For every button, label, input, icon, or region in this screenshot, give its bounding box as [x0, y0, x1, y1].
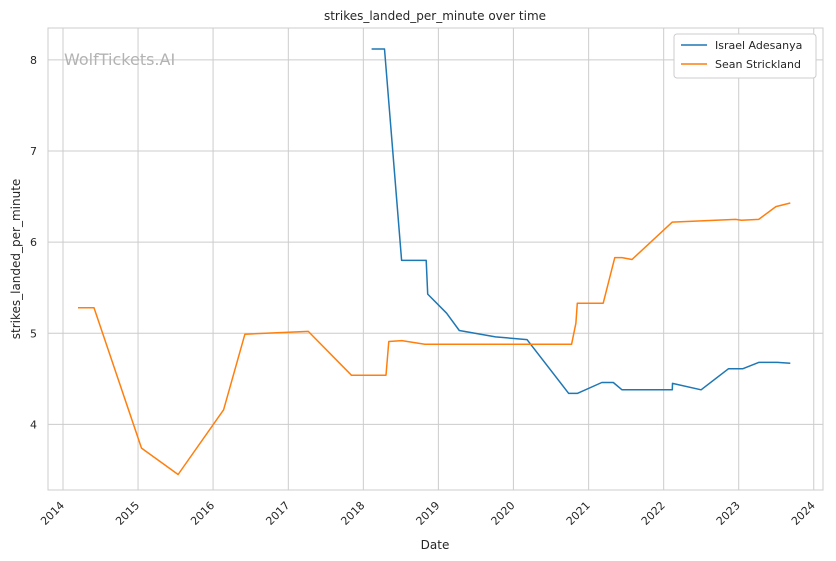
x-tick-label: 2019 — [414, 499, 443, 528]
chart-title: strikes_landed_per_minute over time — [324, 9, 546, 23]
legend-label-israel-adesanya: Israel Adesanya — [715, 39, 802, 52]
y-axis-ticks: 4 5 6 7 8 — [30, 54, 37, 431]
x-tick-label: 2024 — [789, 499, 818, 528]
x-tick-label: 2021 — [564, 499, 593, 528]
legend-label-sean-strickland: Sean Strickland — [715, 58, 801, 71]
x-tick-label: 2020 — [489, 499, 518, 528]
y-tick-label: 8 — [30, 54, 37, 67]
legend-box — [673, 33, 817, 79]
x-tick-label: 2023 — [714, 499, 743, 528]
series-layer — [78, 48, 791, 476]
x-tick-label: 2015 — [113, 499, 142, 528]
series-line-sean-strickland — [78, 202, 791, 476]
y-tick-label: 4 — [30, 418, 37, 431]
x-tick-label: 2014 — [38, 499, 67, 528]
x-tick-label: 2022 — [639, 499, 668, 528]
watermark-text: WolfTickets.AI — [64, 50, 175, 69]
x-axis-title: Date — [421, 538, 450, 552]
y-axis-title: strikes_landed_per_minute — [9, 179, 23, 340]
x-tick-label: 2018 — [338, 499, 367, 528]
y-tick-label: 5 — [30, 327, 37, 340]
x-tick-label: 2017 — [263, 499, 292, 528]
x-axis-ticks: 2014 2015 2016 2017 2018 2019 2020 2021 2022 2023… — [38, 499, 818, 528]
y-tick-label: 7 — [30, 145, 37, 158]
y-tick-label: 6 — [30, 236, 37, 249]
series-line-israel-adesanya — [371, 48, 791, 395]
plot-area — [47, 27, 824, 491]
x-tick-label: 2016 — [188, 499, 217, 528]
grid — [48, 28, 823, 490]
legend: Israel Adesanya Sean Strickland — [673, 33, 817, 79]
